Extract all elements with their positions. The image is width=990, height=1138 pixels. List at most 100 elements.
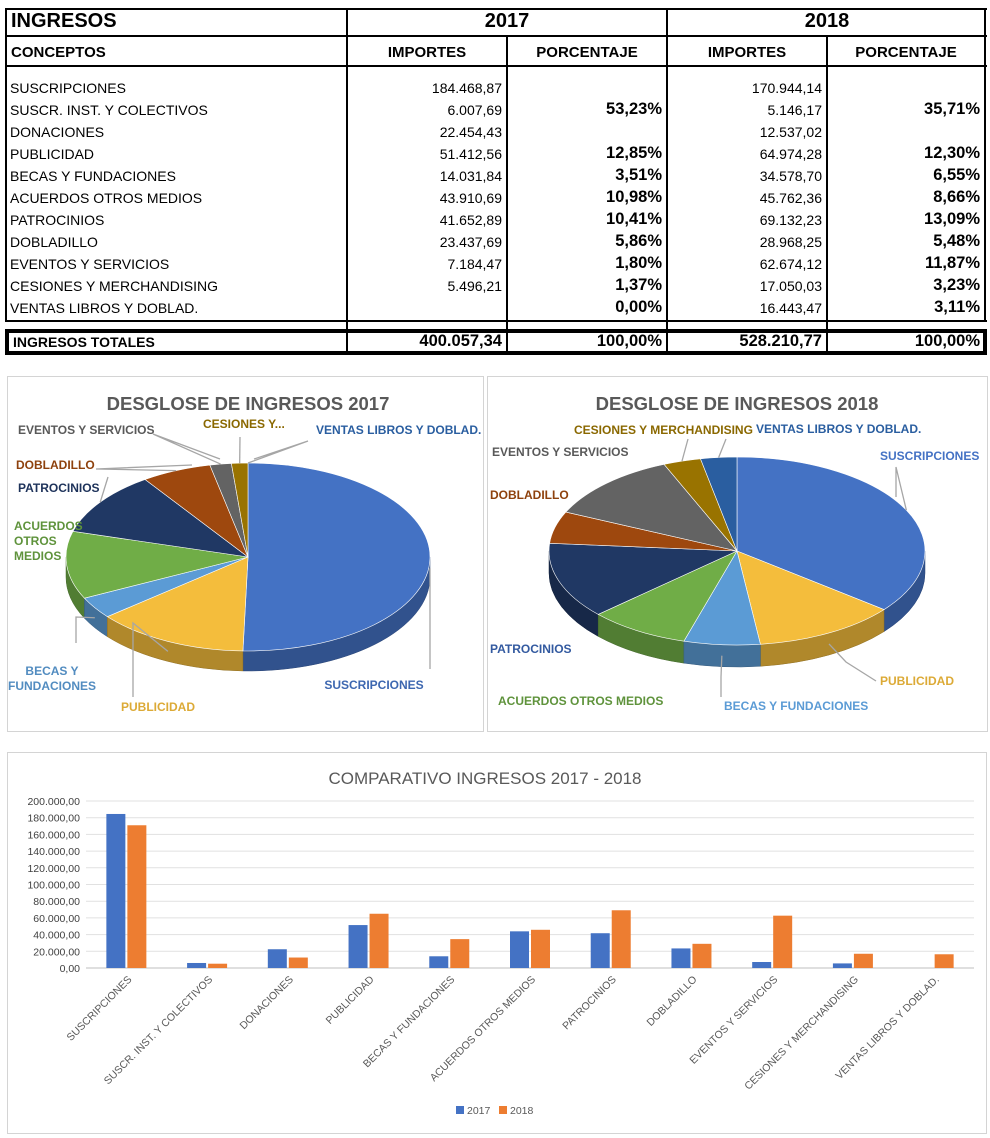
bar-2017-9 — [832, 963, 852, 968]
bar-ytick-label: 160.000,00 — [27, 829, 80, 841]
pie-2018-title: DESGLOSE DE INGRESOS 2018 — [596, 393, 879, 414]
table-cell-concept: DONACIONES — [10, 124, 105, 140]
table-cell-concept: CESIONES Y MERCHANDISING — [10, 278, 218, 294]
bar-2018-8 — [773, 915, 793, 968]
table-cell-imp-2017: 41.652,89 — [439, 212, 502, 228]
bar-2018-10 — [934, 954, 954, 968]
table-cell-pct-2017: 1,80% — [615, 254, 662, 272]
table-cell-pct-2018: 11,87% — [924, 254, 980, 272]
table-cell-pct-2017: 1,37% — [615, 276, 662, 294]
table-cell-imp-2017: 5.496,21 — [447, 278, 503, 294]
pie-slice-acuerdos-otros-medios — [65, 530, 249, 599]
bar-ytick-label: 180.000,00 — [27, 813, 80, 825]
table-cell-pct-2018: 6,55% — [933, 166, 980, 184]
bar-ytick-label: 20.000,00 — [33, 946, 80, 958]
total-pct-2018: 100,00% — [914, 332, 980, 350]
pie-slice-eventos-y-servicios — [565, 464, 738, 552]
pie-label: ACUERDOS OTROS MEDIOS — [14, 519, 83, 563]
pie-slice-publicidad — [736, 550, 885, 645]
bar-ytick-label: 200.000,00 — [27, 796, 80, 808]
table-cell-imp-2018: 62.674,12 — [759, 256, 822, 272]
pie-2017-title: DESGLOSE DE INGRESOS 2017 — [107, 393, 390, 414]
table-title: INGRESOS — [11, 10, 117, 32]
bar-2018-6 — [611, 910, 631, 968]
bar-ytick-label: 60.000,00 — [33, 913, 80, 925]
table-cell-imp-2018: 12.537,02 — [759, 124, 822, 140]
pie-slice-patrocinios — [548, 542, 738, 615]
table-cell-imp-2018: 17.050,03 — [759, 278, 822, 294]
bar-2018-4 — [450, 939, 470, 968]
col-header-concepts: CONCEPTOS — [11, 44, 106, 61]
table-cell-pct-2017: 3,51% — [615, 166, 662, 184]
table-cell-concept: VENTAS LIBROS Y DOBLAD. — [10, 300, 199, 316]
pie-slice-publicidad — [106, 556, 249, 652]
bar-2017-1 — [187, 962, 207, 968]
table-cell-imp-2017: 7.184,47 — [447, 256, 503, 272]
bar-ytick-label: 0,00 — [60, 963, 81, 975]
table-cell-pct-2018: 8,66% — [933, 188, 980, 206]
table-cell-concept: SUSCR. INST. Y COLECTIVOS — [10, 102, 208, 118]
bar-2017-7 — [671, 948, 691, 968]
bar-2017-2 — [267, 949, 287, 968]
pie-leader-line — [95, 464, 193, 472]
pie-label: VENTAS LIBROS Y DOBLAD. — [316, 423, 481, 437]
table-cell-imp-2017: 6.007,69 — [447, 102, 503, 118]
table-cell-imp-2018: 5.146,17 — [767, 102, 823, 118]
bar-2018-1 — [208, 963, 228, 968]
table-cell-imp-2018: 170.944,14 — [751, 80, 822, 96]
table-cell-imp-2018: 34.578,70 — [759, 168, 822, 184]
year-header-2018: 2018 — [804, 10, 850, 32]
pie-leader-line — [99, 476, 109, 503]
ingresos-table: INGRESOS 2017 2018 CONCEPTOS IMPORTES PO… — [5, 8, 987, 355]
pie-label: EVENTOS Y SERVICIOS — [492, 445, 629, 459]
year-header-2017: 2017 — [484, 10, 530, 32]
bar-ytick-label: 80.000,00 — [33, 896, 80, 908]
bar-legend: 2017 2018 — [456, 1105, 534, 1117]
table-cell-imp-2018: 45.762,36 — [759, 190, 822, 206]
table-cell-pct-2018: 35,71% — [924, 100, 980, 118]
table-cell-imp-2017: 23.437,69 — [439, 234, 502, 250]
pie-label: CESIONES Y MERCHANDISING — [574, 423, 753, 437]
table-cell-imp-2017: 43.910,69 — [439, 190, 502, 206]
pie-label: PUBLICIDAD — [880, 674, 954, 688]
pie-chart-2018: DESGLOSE DE INGRESOS 2018 SUSCRIPCIONES P… — [490, 393, 979, 713]
pie-label: PATROCINIOS — [18, 481, 100, 495]
bar-2018-0 — [127, 825, 147, 968]
bar-2017-8 — [752, 962, 772, 968]
pie-label: BECAS Y FUNDACIONES — [8, 664, 96, 693]
pie-slice-suscripciones — [736, 456, 926, 610]
pie-label: ACUERDOS OTROS MEDIOS — [498, 694, 663, 708]
legend-label-2017: 2017 — [467, 1105, 491, 1117]
pie-leader-line — [895, 466, 908, 511]
pie-labels: SUSCRIPCIONES PUBLICIDAD BECAS Y FUNDACIONE… — [8, 417, 481, 714]
table-cell-imp-2017: 22.454,43 — [439, 124, 502, 140]
pie-label: SUSCRIPCIONES — [880, 449, 979, 463]
table-cell-imp-2017: 14.031,84 — [439, 168, 502, 184]
table-cell-pct-2018: 3,11% — [934, 298, 980, 316]
total-label: INGRESOS TOTALES — [13, 334, 155, 350]
table-cell-pct-2017: 10,98% — [606, 188, 662, 206]
pie-label: EVENTOS Y SERVICIOS — [18, 423, 155, 437]
pie-label: DOBLADILLO — [490, 488, 569, 502]
table-cell-pct-2018: 3,23% — [933, 276, 980, 294]
table-cell-pct-2017: 0,00% — [615, 298, 662, 316]
bar-category-label: PUBLICIDAD — [324, 973, 377, 1026]
col-header-percent-2018: PORCENTAJE — [855, 44, 957, 61]
pie-leader-line — [828, 643, 877, 682]
bar-chart-title: COMPARATIVO INGRESOS 2017 - 2018 — [328, 769, 641, 788]
bar-2018-9 — [853, 953, 873, 968]
table-cell-imp-2018: 64.974,28 — [759, 146, 822, 162]
pie-label: PUBLICIDAD — [121, 700, 195, 714]
pie-slice-ventas-libros-y-doblad — [700, 456, 738, 552]
bar-y-axis: 0,00 20.000,00 40.000,00 60.000,00 80.000,00… — [27, 796, 80, 975]
pie-leader-line — [152, 433, 221, 465]
table-cell-imp-2018: 28.968,25 — [759, 234, 822, 250]
total-imp-2018: 528.210,77 — [739, 332, 822, 350]
pie-chart-2018-panel: DESGLOSE DE INGRESOS 2018 SUSCRIPCIONES P… — [487, 376, 988, 732]
legend-swatch-2017 — [456, 1106, 464, 1114]
bar-2018-7 — [692, 943, 712, 968]
bar-category-label: DOBLADILLO — [644, 974, 699, 1029]
pie-label: CESIONES Y... — [203, 417, 285, 431]
bar-2017-0 — [106, 813, 126, 968]
table-cell-concept: ACUERDOS OTROS MEDIOS — [10, 190, 203, 206]
